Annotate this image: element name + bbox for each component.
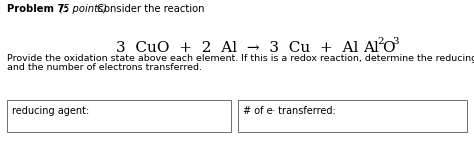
Text: Al: Al: [363, 41, 379, 55]
Text: # of e: # of e: [243, 106, 273, 116]
Text: Problem 7:: Problem 7:: [7, 4, 69, 14]
Text: ⁻: ⁻: [270, 107, 274, 116]
Text: Provide the oxidation state above each element. If this is a redox reaction, det: Provide the oxidation state above each e…: [7, 54, 474, 63]
Text: transferred:: transferred:: [275, 106, 336, 116]
Text: 3: 3: [392, 37, 399, 46]
Bar: [238, 100, 467, 132]
Text: and the number of electrons transferred.: and the number of electrons transferred.: [7, 63, 202, 72]
Text: reducing agent:: reducing agent:: [12, 106, 89, 116]
Text: Consider the reaction: Consider the reaction: [94, 4, 204, 14]
Bar: [7, 100, 231, 132]
Text: 2: 2: [377, 37, 383, 46]
Text: 3  CuO  +  2  Al  →  3  Cu  +  Al: 3 CuO + 2 Al → 3 Cu + Al: [116, 41, 358, 55]
Text: O: O: [382, 41, 395, 55]
Text: (5 points): (5 points): [56, 4, 107, 14]
